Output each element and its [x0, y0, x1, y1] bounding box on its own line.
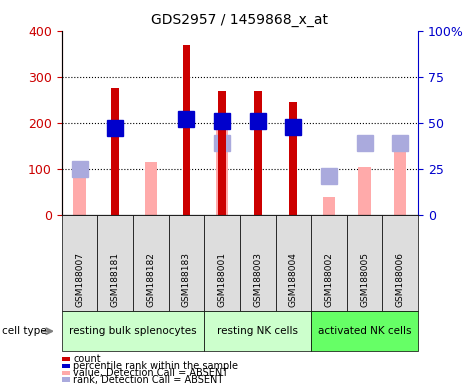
- Text: GSM188003: GSM188003: [253, 252, 262, 307]
- Text: value, Detection Call = ABSENT: value, Detection Call = ABSENT: [73, 368, 228, 378]
- Bar: [289, 102, 297, 215]
- Text: activated NK cells: activated NK cells: [318, 326, 411, 336]
- Bar: [182, 45, 190, 215]
- Bar: [358, 167, 371, 215]
- Bar: [144, 162, 157, 215]
- Title: GDS2957 / 1459868_x_at: GDS2957 / 1459868_x_at: [152, 13, 328, 27]
- Text: rank, Detection Call = ABSENT: rank, Detection Call = ABSENT: [73, 375, 223, 384]
- Text: count: count: [73, 354, 101, 364]
- Text: GSM188004: GSM188004: [289, 252, 298, 307]
- Bar: [254, 91, 262, 215]
- Text: GSM188183: GSM188183: [182, 252, 191, 307]
- Text: GSM188006: GSM188006: [396, 252, 405, 307]
- Bar: [216, 125, 228, 215]
- Text: GSM188001: GSM188001: [218, 252, 227, 307]
- Text: GSM188182: GSM188182: [146, 252, 155, 307]
- Bar: [323, 197, 335, 215]
- Text: resting bulk splenocytes: resting bulk splenocytes: [69, 326, 197, 336]
- Text: GSM188007: GSM188007: [75, 252, 84, 307]
- Bar: [111, 88, 119, 215]
- Bar: [218, 91, 226, 215]
- Text: GSM188181: GSM188181: [111, 252, 120, 307]
- Bar: [394, 147, 407, 215]
- Bar: [73, 176, 86, 215]
- Text: GSM188002: GSM188002: [324, 252, 333, 307]
- Text: resting NK cells: resting NK cells: [217, 326, 298, 336]
- Text: cell type: cell type: [2, 326, 47, 336]
- Text: percentile rank within the sample: percentile rank within the sample: [73, 361, 238, 371]
- Text: GSM188005: GSM188005: [360, 252, 369, 307]
